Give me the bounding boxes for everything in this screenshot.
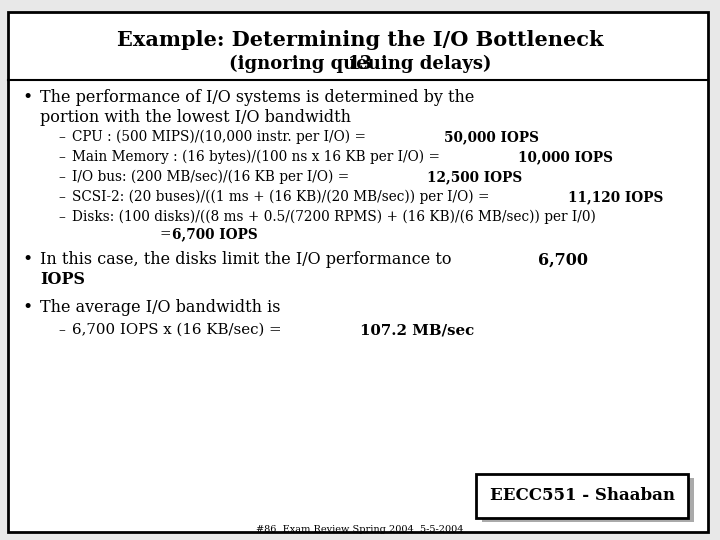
Text: –: – bbox=[58, 150, 65, 164]
Text: 6,700: 6,700 bbox=[538, 252, 588, 268]
Text: The average I/O bandwidth is: The average I/O bandwidth is bbox=[40, 300, 281, 316]
Text: (ignoring queuing delays): (ignoring queuing delays) bbox=[229, 55, 491, 73]
Text: 10,000 IOPS: 10,000 IOPS bbox=[518, 150, 613, 164]
Text: The performance of I/O systems is determined by the: The performance of I/O systems is determ… bbox=[40, 89, 474, 105]
Text: 12,500 IOPS: 12,500 IOPS bbox=[428, 170, 523, 184]
Text: In this case, the disks limit the I/O performance to: In this case, the disks limit the I/O pe… bbox=[40, 252, 456, 268]
Text: SCSI-2: (20 buses)/((1 ms + (16 KB)/(20 MB/sec)) per I/O) =: SCSI-2: (20 buses)/((1 ms + (16 KB)/(20 … bbox=[72, 190, 494, 204]
Text: Example: Determining the I/O Bottleneck: Example: Determining the I/O Bottleneck bbox=[117, 30, 603, 50]
Text: 50,000 IOPS: 50,000 IOPS bbox=[444, 130, 539, 144]
Text: 11,120 IOPS: 11,120 IOPS bbox=[567, 190, 663, 204]
Text: In this case, the disks limit the I/O performance to: In this case, the disks limit the I/O pe… bbox=[40, 252, 456, 268]
FancyBboxPatch shape bbox=[476, 474, 688, 518]
Text: EECC551 - Shaaban: EECC551 - Shaaban bbox=[490, 488, 675, 504]
Text: 6,700 IOPS: 6,700 IOPS bbox=[172, 227, 258, 241]
Text: •: • bbox=[22, 252, 32, 268]
Text: CPU : (500 MIPS)/(10,000 instr. per I/O) =: CPU : (500 MIPS)/(10,000 instr. per I/O)… bbox=[72, 130, 370, 144]
Text: =: = bbox=[160, 227, 176, 241]
Text: 6,700 IOPS x (16 KB/sec) =: 6,700 IOPS x (16 KB/sec) = bbox=[72, 323, 287, 337]
Text: –: – bbox=[58, 210, 65, 224]
Text: #86  Exam Review Spring 2004  5-5-2004: #86 Exam Review Spring 2004 5-5-2004 bbox=[256, 525, 464, 535]
Text: portion with the lowest I/O bandwidth: portion with the lowest I/O bandwidth bbox=[40, 109, 351, 125]
Text: –: – bbox=[58, 323, 65, 337]
Text: •: • bbox=[22, 300, 32, 316]
Text: –: – bbox=[58, 130, 65, 144]
Text: •: • bbox=[22, 89, 32, 105]
FancyBboxPatch shape bbox=[8, 12, 708, 532]
Text: –: – bbox=[58, 170, 65, 184]
Text: Main Memory : (16 bytes)/(100 ns x 16 KB per I/O) =: Main Memory : (16 bytes)/(100 ns x 16 KB… bbox=[72, 150, 444, 164]
Text: 6,700 IOPS x (16 KB/sec) =: 6,700 IOPS x (16 KB/sec) = bbox=[72, 323, 287, 337]
FancyBboxPatch shape bbox=[482, 478, 694, 522]
Text: 107.2 MB/sec: 107.2 MB/sec bbox=[360, 323, 474, 337]
Text: –: – bbox=[58, 190, 65, 204]
Text: 13: 13 bbox=[348, 55, 372, 73]
Text: Disks: (100 disks)/((8 ms + 0.5/(7200 RPMS) + (16 KB)/(6 MB/sec)) per I/0): Disks: (100 disks)/((8 ms + 0.5/(7200 RP… bbox=[72, 210, 596, 224]
Text: IOPS: IOPS bbox=[40, 272, 85, 288]
Text: I/O bus: (200 MB/sec)/(16 KB per I/O) =: I/O bus: (200 MB/sec)/(16 KB per I/O) = bbox=[72, 170, 354, 184]
